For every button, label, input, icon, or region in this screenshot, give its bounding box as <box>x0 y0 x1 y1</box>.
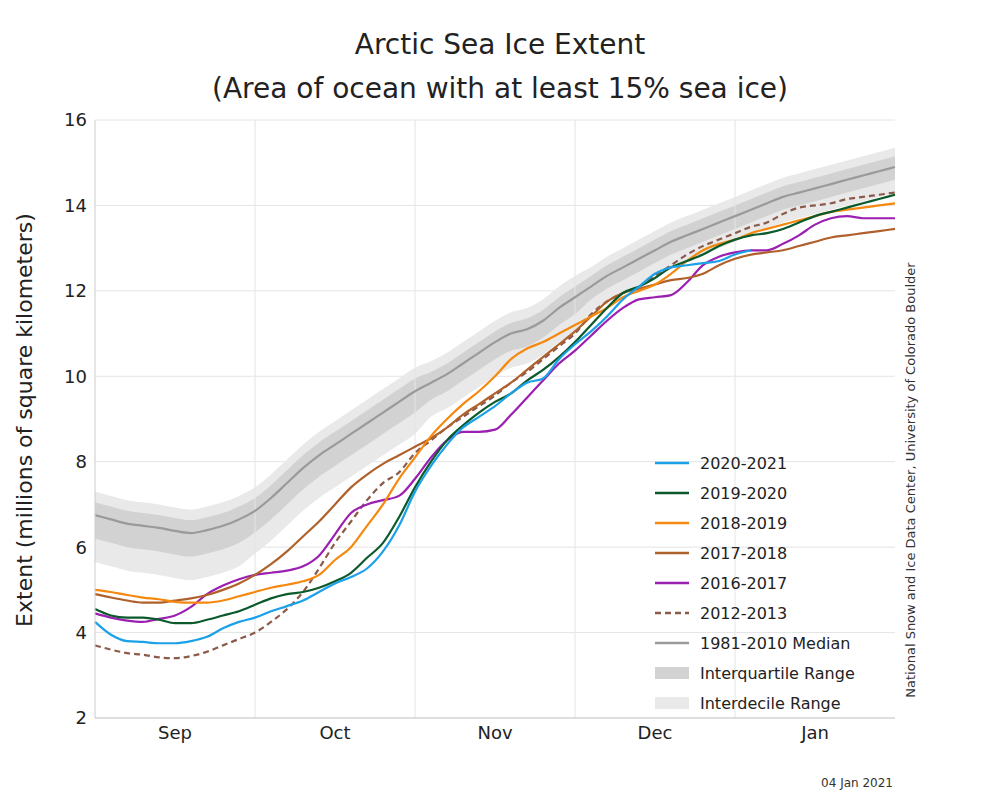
html-text:Interdecile Range: Interdecile Range <box>700 693 841 713</box>
html-text:2019-2020: 2019-2020 <box>700 483 788 503</box>
html-text:04 Jan 2021: 04 Jan 2021 <box>821 776 893 790</box>
html-text:1981-2010 Median: 1981-2010 Median <box>700 633 851 653</box>
html-text:2016-2017: 2016-2017 <box>700 573 788 593</box>
svg-text:16: 16 <box>64 109 87 130</box>
svg-text:Jan: Jan <box>800 722 829 743</box>
svg-text:12: 12 <box>64 280 87 301</box>
html-text:(Area of ocean with at least 1: (Area of ocean with at least 15% sea ice… <box>212 72 788 105</box>
html-text:Extent (millions of square kil: Extent (millions of square kilometers) <box>11 213 37 627</box>
svg-text:Dec: Dec <box>638 722 673 743</box>
svg-text:2: 2 <box>76 707 87 728</box>
svg-text:10: 10 <box>64 366 87 387</box>
svg-text:Oct: Oct <box>319 722 350 743</box>
html-text:2017-2018: 2017-2018 <box>700 543 788 563</box>
html-text:2018-2019: 2018-2019 <box>700 513 788 533</box>
html-text:National Snow and Ice Data Cen: National Snow and Ice Data Center, Unive… <box>902 262 918 698</box>
svg-text:Nov: Nov <box>477 722 512 743</box>
svg-text:8: 8 <box>76 451 87 472</box>
svg-text:6: 6 <box>76 537 87 558</box>
html-text:Interquartile Range: Interquartile Range <box>700 663 855 683</box>
svg-text:Sep: Sep <box>158 722 192 743</box>
html-text:2012-2013: 2012-2013 <box>700 603 788 623</box>
html-text:Arctic Sea Ice Extent: Arctic Sea Ice Extent <box>354 28 646 61</box>
svg-text:4: 4 <box>76 622 87 643</box>
html-text:2020-2021: 2020-2021 <box>700 453 788 473</box>
svg-text:14: 14 <box>64 195 87 216</box>
